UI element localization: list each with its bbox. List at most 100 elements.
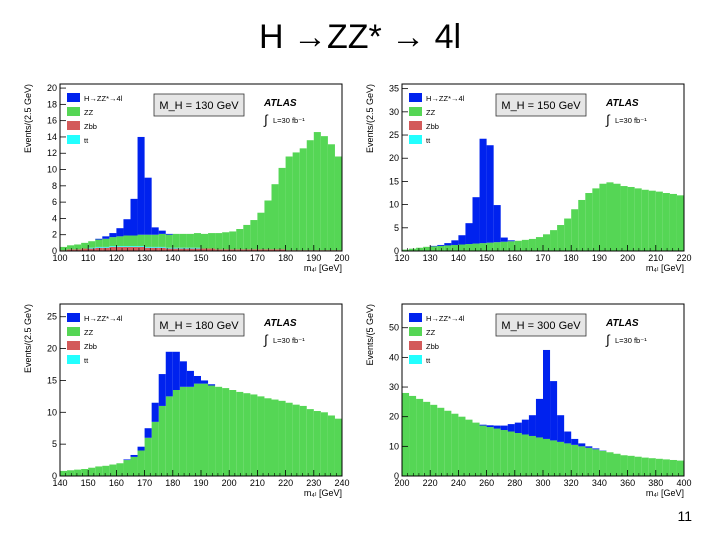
x-tick-label: 200 — [620, 253, 635, 263]
bar — [278, 400, 286, 476]
y-tick-label: 4 — [52, 213, 57, 223]
x-tick-label: 140 — [165, 253, 180, 263]
bar — [222, 232, 230, 250]
bar — [137, 136, 145, 235]
y-axis: 0 5 10 15 20 25 Events/(2.5 GeV) — [23, 304, 66, 481]
bar — [243, 249, 251, 251]
bar — [257, 212, 265, 250]
bar — [95, 466, 103, 476]
bar — [264, 200, 272, 250]
legend-label: ZZ — [84, 328, 94, 337]
y-axis-label: Events/(5 GeV) — [365, 304, 375, 366]
x-tick-label: 130 — [137, 253, 152, 263]
bar — [327, 144, 335, 251]
bar — [208, 384, 216, 386]
bar — [278, 167, 286, 250]
bar — [430, 404, 438, 476]
bar — [158, 405, 166, 476]
bar — [641, 457, 649, 476]
bar — [271, 399, 279, 476]
bar — [299, 405, 307, 476]
bar — [151, 402, 159, 422]
bar — [193, 247, 201, 249]
bar — [451, 244, 459, 251]
bar — [116, 228, 124, 237]
bar — [123, 459, 131, 461]
bar — [130, 454, 138, 457]
y-tick-label: 18 — [47, 99, 57, 109]
mass-label: M_H = 300 GeV — [501, 320, 581, 332]
bar — [514, 433, 522, 476]
y-tick-label: 35 — [389, 84, 399, 94]
legend-swatch — [409, 327, 422, 336]
bar — [472, 197, 480, 244]
bar — [437, 407, 445, 476]
bar — [564, 431, 572, 444]
bar — [465, 419, 473, 476]
y-tick-label: 30 — [389, 107, 399, 117]
bar — [571, 438, 579, 445]
bar — [250, 220, 258, 250]
y-tick-label: 15 — [47, 375, 57, 385]
bar — [507, 424, 515, 432]
bar — [95, 239, 103, 247]
y-tick-label: 15 — [389, 176, 399, 186]
bar — [451, 240, 459, 245]
bar — [137, 246, 145, 247]
y-tick-label: 0 — [394, 471, 399, 481]
y-tick-label: 12 — [47, 148, 57, 158]
y-tick-label: 5 — [394, 223, 399, 233]
bar — [144, 437, 152, 476]
bar — [264, 249, 272, 251]
x-tick-label: 190 — [193, 478, 208, 488]
bar — [151, 234, 159, 247]
bar — [416, 247, 424, 251]
y-tick-label: 2 — [52, 230, 57, 240]
bar — [465, 244, 473, 251]
bar — [458, 416, 466, 476]
bar — [179, 386, 187, 476]
x-tick-label: 400 — [676, 478, 691, 488]
y-tick-label: 10 — [47, 165, 57, 175]
bar — [528, 435, 536, 476]
bars-group — [60, 132, 342, 251]
bar — [613, 453, 621, 476]
x-tick-label: 150 — [193, 253, 208, 263]
bar — [172, 233, 180, 248]
bar — [634, 456, 642, 476]
bar — [257, 249, 265, 251]
bar — [95, 247, 103, 251]
bar — [151, 421, 159, 476]
bar — [236, 229, 244, 250]
bar — [486, 425, 494, 428]
bar — [535, 398, 543, 438]
bar — [88, 248, 96, 251]
bar — [292, 152, 300, 251]
legend-swatch — [67, 341, 80, 350]
bar — [306, 409, 314, 476]
bar — [493, 205, 501, 243]
bar — [648, 458, 656, 476]
bar — [179, 233, 187, 248]
bar — [423, 401, 431, 476]
bar — [222, 249, 230, 251]
x-axis-label: m₄ₗ [GeV] — [646, 488, 684, 498]
legend-swatch — [67, 107, 80, 116]
bar — [236, 391, 244, 476]
bars-zz — [402, 182, 684, 251]
bar — [144, 234, 152, 247]
bar — [486, 242, 494, 251]
legend-swatch — [67, 355, 80, 364]
bar — [137, 446, 145, 451]
bar — [102, 246, 110, 248]
bar — [208, 233, 216, 249]
bar — [472, 422, 480, 476]
x-tick-label: 240 — [334, 478, 349, 488]
legend-swatch — [67, 327, 80, 336]
bar — [165, 351, 173, 397]
bar — [676, 460, 684, 476]
atlas-label: ATLAS — [263, 98, 297, 109]
bars-h-zz-4l — [479, 349, 607, 451]
bar — [130, 456, 138, 476]
